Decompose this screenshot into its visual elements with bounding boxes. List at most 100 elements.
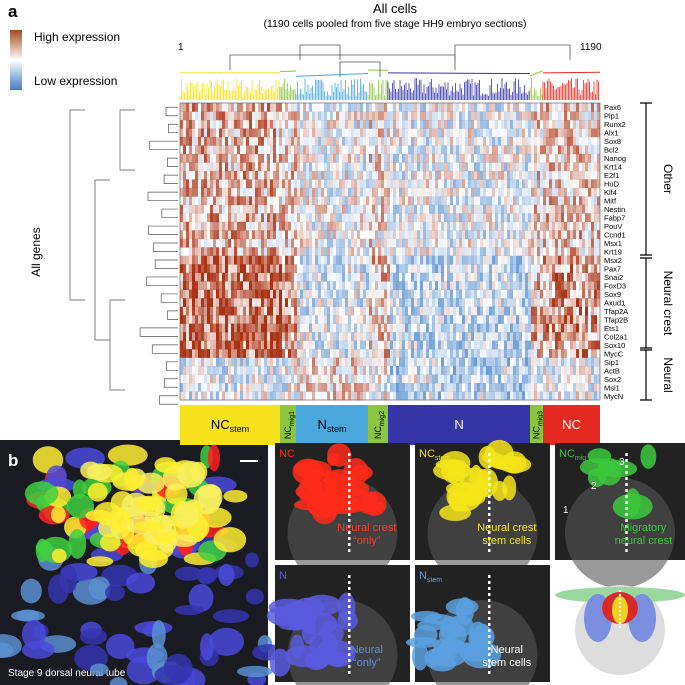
heatmap-cell [312, 145, 315, 155]
heatmap-cell [219, 170, 222, 180]
heatmap-cell [189, 340, 192, 350]
heatmap-cell [465, 358, 468, 367]
heatmap-cell [324, 213, 327, 223]
heatmap-cell [513, 204, 516, 214]
heatmap-cell [381, 272, 384, 282]
heatmap-cell [465, 272, 468, 282]
heatmap-cell [501, 213, 504, 223]
heatmap-cell [396, 153, 399, 163]
heatmap-cell [246, 196, 249, 206]
heatmap-cell [441, 272, 444, 282]
heatmap-cell [264, 153, 267, 163]
heatmap-cell [234, 162, 237, 172]
heatmap-cell [198, 315, 201, 324]
heatmap-cell [309, 298, 312, 307]
heatmap-cell [309, 162, 312, 172]
heatmap-cell [186, 179, 189, 189]
heatmap-cell [276, 103, 279, 112]
heatmap-cell [321, 375, 324, 384]
heatmap-cell [297, 222, 300, 231]
heatmap-cell [531, 221, 534, 231]
heatmap-cell [306, 255, 309, 265]
heatmap-cell [489, 103, 492, 112]
heatmap-cell [225, 238, 228, 248]
heatmap-cell [222, 264, 225, 274]
heatmap-cell [258, 383, 261, 392]
heatmap-cell [222, 119, 225, 129]
heatmap-cell [270, 187, 273, 197]
heatmap-cell [495, 375, 498, 384]
heatmap-cell [243, 187, 246, 197]
heatmap-cell [237, 264, 240, 274]
heatmap-cell [462, 238, 465, 248]
heatmap-cell [414, 366, 417, 375]
heatmap-cell [534, 145, 537, 155]
heatmap-cell [567, 264, 570, 274]
heatmap-cell [303, 230, 306, 240]
heatmap-cell [357, 187, 360, 197]
heatmap-cell [513, 306, 516, 316]
heatmap-cell [492, 179, 495, 189]
heatmap-cell [267, 357, 270, 367]
heatmap-cell [297, 230, 300, 240]
heatmap-cell [237, 298, 240, 307]
heatmap-cell [219, 213, 222, 223]
heatmap-cell [339, 383, 342, 392]
heatmap-cell [468, 281, 471, 290]
heatmap-cell [237, 204, 240, 214]
heatmap-cell [423, 145, 426, 155]
heatmap-cell [288, 196, 291, 206]
heatmap-cell [426, 323, 429, 333]
heatmap-cell [288, 298, 291, 307]
heatmap-cell [414, 103, 417, 112]
heatmap-cell [192, 179, 195, 189]
heatmap-cell [504, 162, 507, 172]
heatmap-cell [303, 306, 306, 316]
heatmap-cell [180, 230, 183, 240]
heatmap-cell [201, 391, 204, 401]
heatmap-cell [393, 145, 396, 154]
heatmap-cell [426, 281, 429, 290]
heatmap-cell [579, 170, 582, 180]
heatmap-cell [459, 213, 462, 223]
heatmap-cell [345, 128, 348, 137]
heatmap-cell [543, 187, 546, 197]
heatmap-cell [450, 179, 453, 189]
heatmap-cell [414, 204, 417, 214]
heatmap-cell [261, 247, 264, 257]
heatmap-cell [291, 162, 294, 172]
heatmap-cell [351, 255, 354, 265]
heatmap-cell [459, 204, 462, 214]
heatmap-cell [294, 145, 297, 155]
heatmap-cell [243, 366, 246, 375]
heatmap-cell [324, 128, 327, 138]
heatmap-cell [498, 204, 501, 214]
heatmap-cell [300, 323, 303, 333]
heatmap-cell [222, 153, 225, 163]
heatmap-cell [198, 357, 201, 367]
heatmap-cell [225, 255, 228, 265]
heatmap-cell [558, 238, 561, 248]
heatmap-cell [216, 391, 219, 401]
heatmap-cell [411, 136, 414, 146]
heatmap-cell [570, 103, 573, 112]
heatmap-cell [225, 366, 228, 375]
heatmap-cell [345, 213, 348, 223]
heatmap-cell [519, 170, 522, 180]
heatmap-cell [312, 221, 315, 231]
heatmap-cell [435, 145, 438, 155]
heatmap-cell [240, 366, 243, 375]
heatmap-cell [522, 230, 525, 240]
heatmap-cell [210, 264, 213, 274]
heatmap-cell [330, 340, 333, 350]
heatmap-cell [477, 119, 480, 129]
heatmap-cell [546, 357, 549, 367]
heatmap-cell [480, 153, 483, 163]
heatmap-cell [408, 128, 411, 137]
heatmap-cell [465, 153, 468, 163]
heatmap-cell [522, 374, 525, 384]
heatmap-cell [291, 153, 294, 163]
heatmap-cell [516, 255, 519, 265]
heatmap-cell [273, 332, 276, 341]
heatmap-cell [534, 315, 537, 324]
